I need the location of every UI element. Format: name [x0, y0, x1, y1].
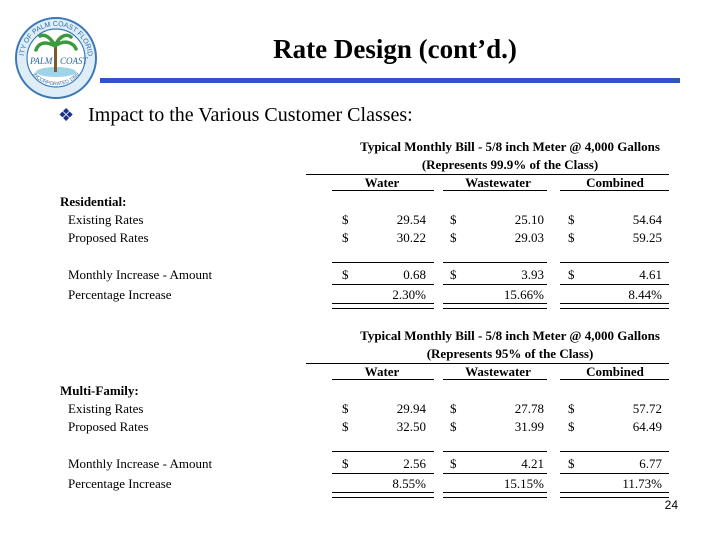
row-label: Monthly Increase - Amount	[68, 267, 213, 282]
value-cell: 30.22	[396, 230, 426, 245]
row-rule	[443, 284, 547, 285]
value-cell: 59.25	[632, 230, 662, 245]
subtotal-rule	[443, 451, 547, 452]
currency-sign: $	[342, 456, 349, 471]
value-cell: 64.49	[632, 419, 662, 434]
subtotal-rule	[560, 451, 669, 452]
currency-sign: $	[342, 230, 349, 245]
value-cell: 57.72	[632, 401, 662, 416]
row-rule	[332, 473, 434, 474]
table-subheading: (Represents 99.9% of the Class)	[421, 157, 599, 172]
city-seal-palm-tree-icon: CITY OF PALM COAST FLORIDA INCORPORATED …	[14, 16, 97, 99]
double-rule	[443, 303, 547, 309]
residential-table: Typical Monthly Bill - 5/8 inch Meter @ …	[60, 138, 680, 309]
value-cell: 54.64	[632, 212, 662, 227]
double-rule	[332, 492, 434, 498]
currency-sign: $	[450, 212, 457, 227]
column-header-wastewater: Wastewater	[465, 364, 531, 379]
diamond-bullet-icon: ❖	[58, 105, 75, 125]
row-label: Percentage Increase	[68, 287, 172, 302]
currency-sign: $	[450, 267, 457, 282]
column-header-combined: Combined	[586, 364, 644, 379]
value-cell: 31.99	[514, 419, 544, 434]
currency-sign: $	[342, 212, 349, 227]
bullet-item: ❖ Impact to the Various Customer Classes:	[58, 104, 413, 127]
value-cell: 2.30%	[392, 287, 426, 302]
value-cell: 8.55%	[392, 476, 426, 491]
currency-sign: $	[568, 267, 575, 282]
row-rule	[332, 284, 434, 285]
row-label: Proposed Rates	[68, 419, 149, 434]
column-rule	[332, 379, 434, 380]
value-cell: 11.73%	[622, 476, 662, 491]
row-label: Existing Rates	[68, 212, 144, 227]
subtotal-rule	[332, 262, 434, 263]
value-cell: 3.93	[521, 267, 544, 282]
header-rule	[306, 363, 669, 364]
table-heading: Typical Monthly Bill - 5/8 inch Meter @ …	[360, 328, 660, 343]
double-rule	[443, 492, 547, 498]
slide-title: Rate Design (cont’d.)	[273, 34, 517, 64]
row-rule	[560, 284, 669, 285]
currency-sign: $	[568, 401, 575, 416]
section-label: Multi-Family:	[60, 383, 139, 398]
double-rule	[560, 492, 669, 498]
title-rule	[100, 78, 680, 83]
column-rule	[332, 190, 434, 191]
double-rule	[332, 303, 434, 309]
multi-family-table: Typical Monthly Bill - 5/8 inch Meter @ …	[60, 327, 680, 499]
value-cell: 15.15%	[503, 476, 544, 491]
row-rule	[560, 473, 669, 474]
value-cell: 6.77	[639, 456, 662, 471]
currency-sign: $	[342, 267, 349, 282]
row-label: Percentage Increase	[68, 476, 172, 491]
column-header-wastewater: Wastewater	[465, 175, 531, 190]
value-cell: 8.44%	[628, 287, 662, 302]
value-cell: 29.54	[396, 212, 426, 227]
column-rule	[443, 379, 547, 380]
value-cell: 27.78	[514, 401, 544, 416]
column-header-combined: Combined	[586, 175, 644, 190]
currency-sign: $	[450, 419, 457, 434]
column-header-water: Water	[364, 175, 400, 190]
value-cell: 0.68	[403, 267, 426, 282]
currency-sign: $	[568, 419, 575, 434]
subtotal-rule	[443, 262, 547, 263]
value-cell: 25.10	[514, 212, 544, 227]
value-cell: 4.61	[639, 267, 662, 282]
value-cell: 29.94	[396, 401, 426, 416]
row-label: Monthly Increase - Amount	[68, 456, 213, 471]
column-rule	[443, 190, 547, 191]
page-number: 24	[664, 498, 678, 512]
subtotal-rule	[332, 451, 434, 452]
column-rule	[560, 379, 669, 380]
currency-sign: $	[568, 230, 575, 245]
value-cell: 29.03	[514, 230, 544, 245]
value-cell: 4.21	[521, 456, 544, 471]
bullet-text: Impact to the Various Customer Classes:	[88, 104, 413, 126]
currency-sign: $	[568, 456, 575, 471]
column-header-water: Water	[364, 364, 400, 379]
currency-sign: $	[568, 212, 575, 227]
section-label: Residential:	[60, 194, 127, 209]
column-rule	[560, 190, 669, 191]
currency-sign: $	[450, 401, 457, 416]
currency-sign: $	[450, 230, 457, 245]
currency-sign: $	[450, 456, 457, 471]
value-cell: 15.66%	[503, 287, 544, 302]
subtotal-rule	[560, 262, 669, 263]
currency-sign: $	[342, 419, 349, 434]
value-cell: 2.56	[403, 456, 426, 471]
currency-sign: $	[342, 401, 349, 416]
row-label: Existing Rates	[68, 401, 144, 416]
table-heading: Typical Monthly Bill - 5/8 inch Meter @ …	[360, 139, 660, 154]
row-label: Proposed Rates	[68, 230, 149, 245]
row-rule	[443, 473, 547, 474]
double-rule	[560, 303, 669, 309]
header-rule	[306, 174, 669, 175]
logo-text-right: COAST	[60, 56, 89, 66]
table-subheading: (Represents 95% of the Class)	[426, 346, 594, 361]
value-cell: 32.50	[396, 419, 426, 434]
logo-text-left: PALM	[29, 56, 53, 66]
